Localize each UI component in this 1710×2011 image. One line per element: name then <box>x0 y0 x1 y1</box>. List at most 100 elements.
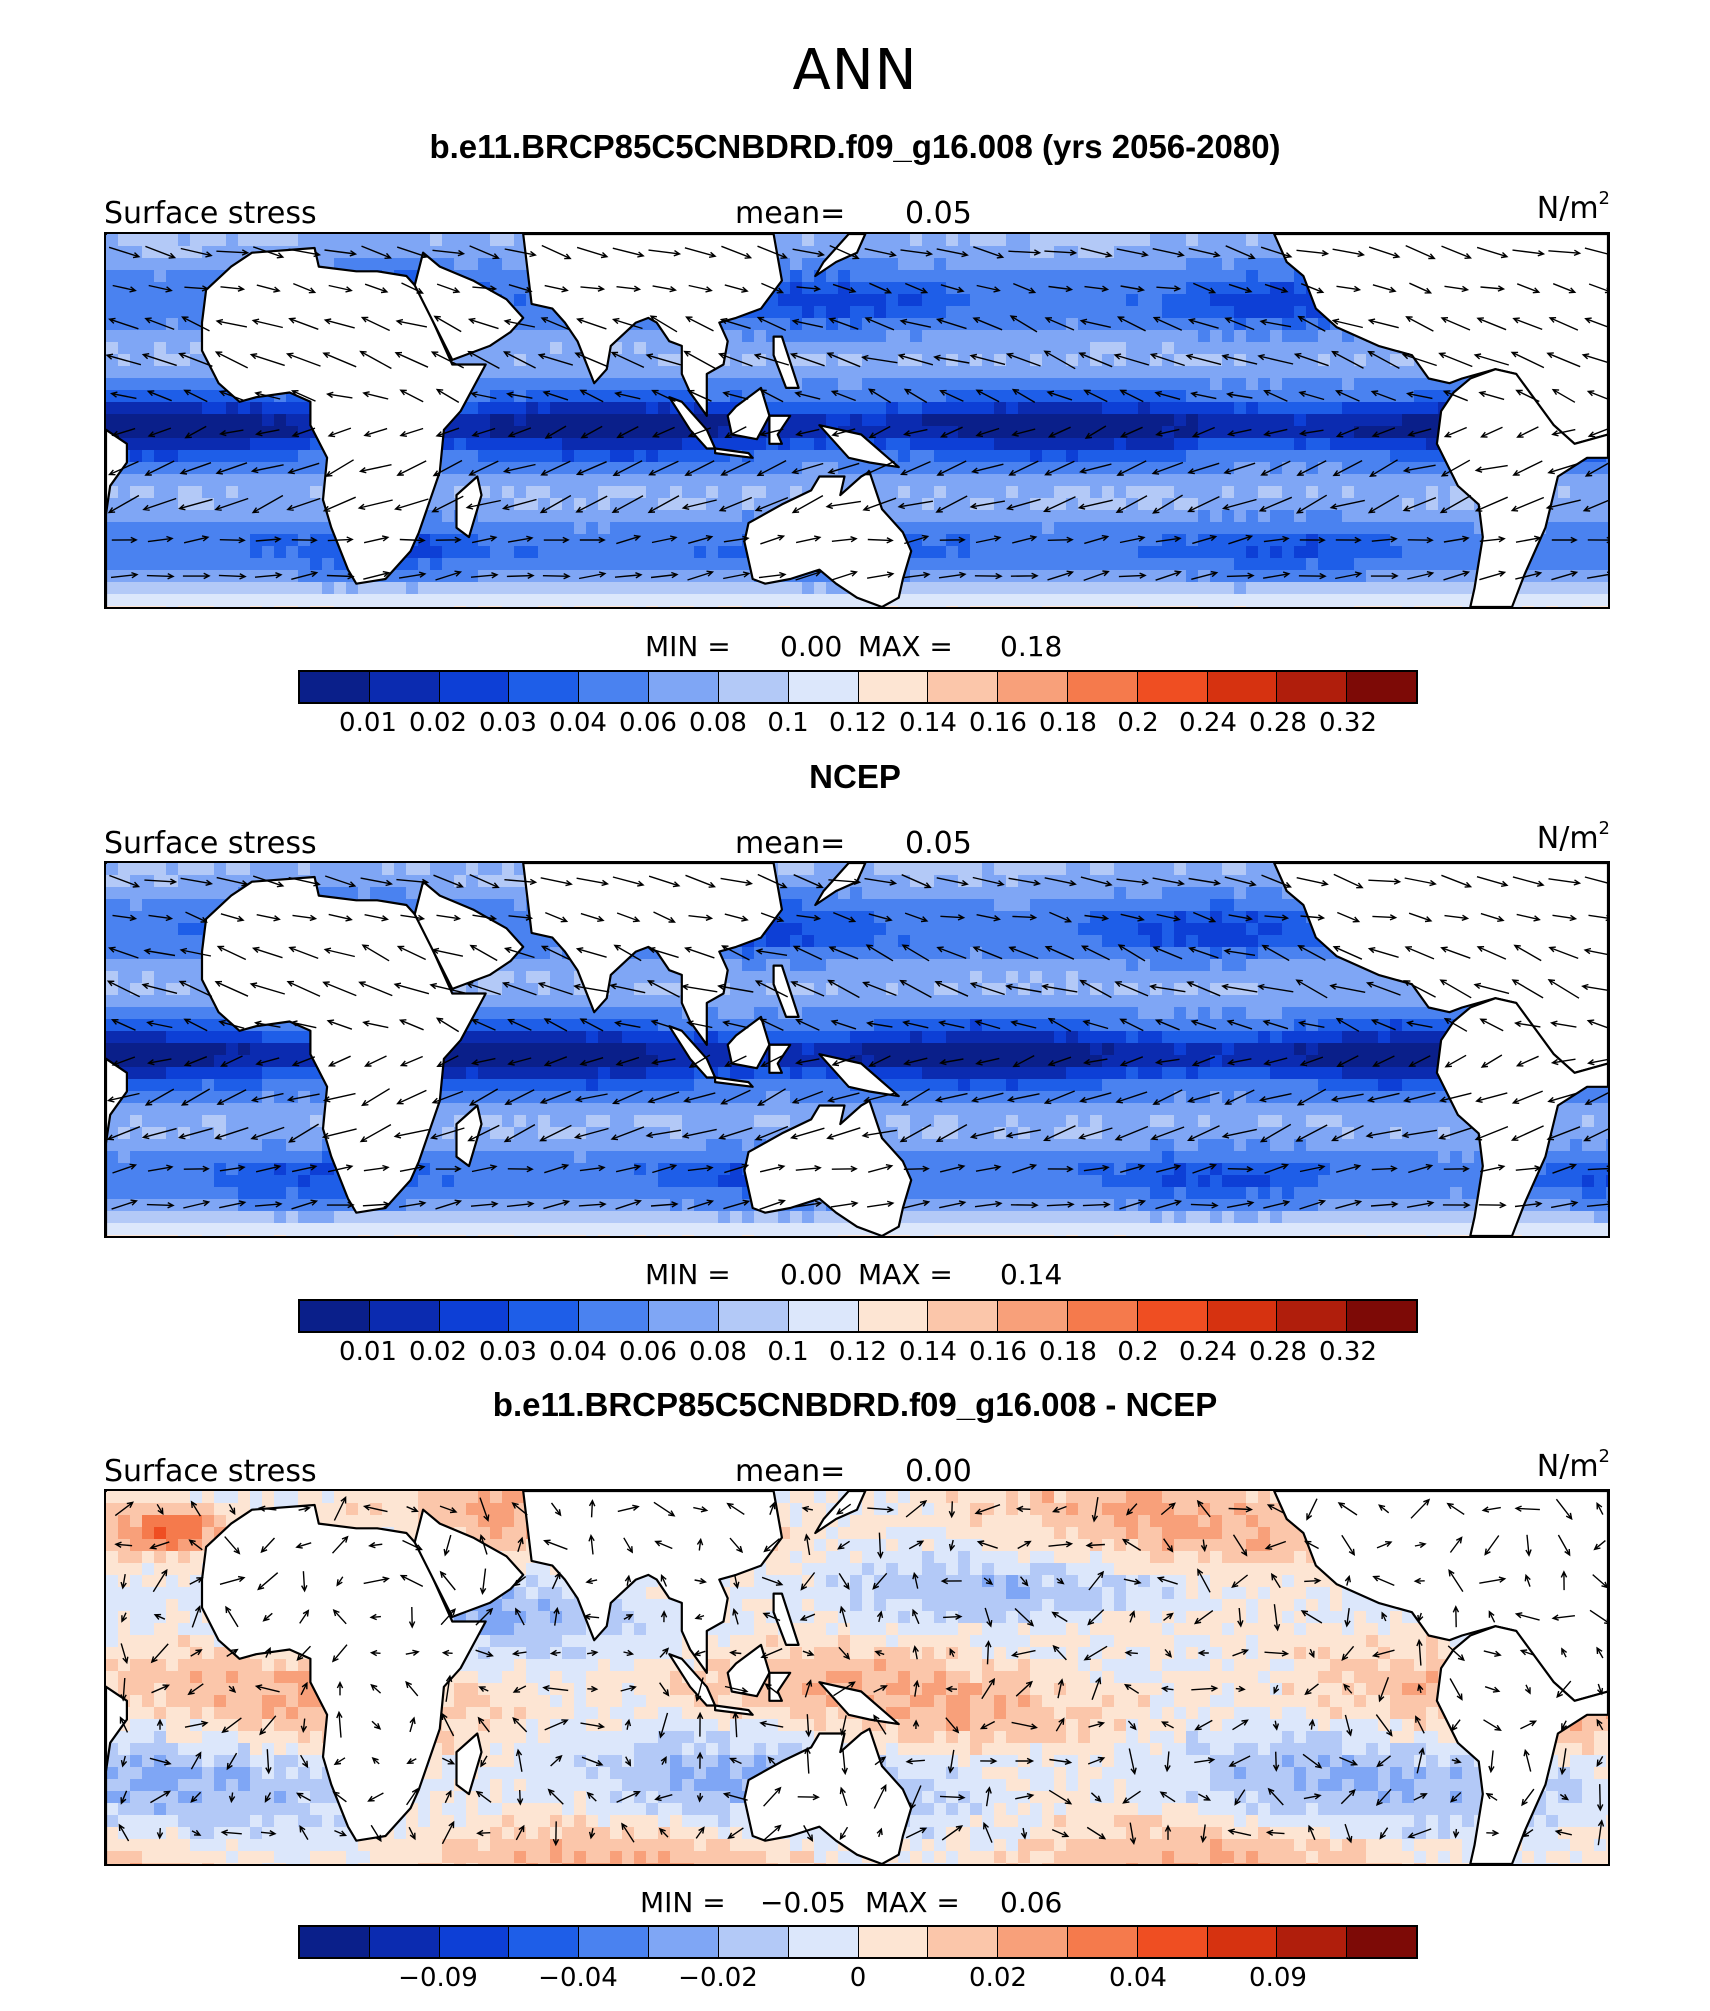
land-mask <box>106 863 1608 1236</box>
stress-vectors <box>114 1496 1608 1847</box>
colorbar-swatch <box>1277 1927 1348 1957</box>
panel-3-field-label: Surface stress <box>104 1454 317 1489</box>
panel-3-map <box>104 1489 1610 1866</box>
colorbar-swatch <box>649 1301 719 1331</box>
colorbar-tick-label: 0.14 <box>899 708 957 738</box>
colorbar-swatch <box>788 1927 859 1957</box>
colorbar-swatch <box>439 1301 510 1331</box>
colorbar-swatch <box>1347 1927 1416 1957</box>
panel-2-min-value: 0.00 <box>780 1258 843 1291</box>
colorbar-swatch <box>998 1301 1068 1331</box>
colorbar-swatch <box>579 1301 650 1331</box>
colorbar-tick-label: 0.28 <box>1249 1337 1307 1367</box>
panel-3-colorbar <box>298 1925 1418 1959</box>
panel-1-field-label: Surface stress <box>104 196 317 231</box>
panel-2-title: NCEP <box>809 758 901 795</box>
colorbar-swatch <box>718 1301 789 1331</box>
colorbar-swatch <box>718 672 789 702</box>
colorbar-tick-label: 0.12 <box>829 708 887 738</box>
colorbar-swatch <box>998 1927 1068 1957</box>
panel-1-max-value: 0.18 <box>1000 630 1063 663</box>
colorbar-swatch <box>579 1927 650 1957</box>
colorbar-swatch <box>788 672 859 702</box>
colorbar-tick-label: 0.04 <box>549 1337 607 1367</box>
colorbar-tick-label: 0.1 <box>767 1337 809 1367</box>
colorbar-swatch <box>1067 1301 1138 1331</box>
panel-2-min-label: MIN = <box>645 1258 731 1291</box>
colorbar-swatch <box>928 1927 999 1957</box>
colorbar-tick-label: 0.02 <box>409 708 467 738</box>
panel-3-min-label: MIN = <box>640 1886 726 1919</box>
colorbar-swatch <box>1277 1301 1348 1331</box>
panel-3-title: b.e11.BRCP85C5CNBDRD.f09_g16.008 - NCEP <box>492 1386 1218 1423</box>
colorbar-swatch <box>858 1301 929 1331</box>
colorbar-swatch <box>509 672 580 702</box>
panel-3-max-value: 0.06 <box>1000 1886 1063 1919</box>
panel-2-colorbar <box>298 1299 1418 1333</box>
colorbar-tick-label: 0.32 <box>1319 708 1377 738</box>
colorbar-swatch <box>718 1927 789 1957</box>
colorbar-swatch <box>509 1927 580 1957</box>
colorbar-swatch <box>300 1927 370 1957</box>
colorbar-swatch <box>1277 672 1348 702</box>
colorbar-swatch <box>509 1301 580 1331</box>
colorbar-swatch <box>300 672 370 702</box>
colorbar-swatch <box>1207 1301 1278 1331</box>
panel-3-mean-value: 0.00 <box>905 1454 972 1489</box>
panel-1-map <box>104 232 1610 609</box>
colorbar-swatch <box>998 672 1068 702</box>
colorbar-tick-label: 0.24 <box>1179 1337 1237 1367</box>
colorbar-swatch <box>300 1301 370 1331</box>
stress-vectors <box>106 244 1608 582</box>
panel-1-title: b.e11.BRCP85C5CNBDRD.f09_g16.008 (yrs 20… <box>429 128 1281 165</box>
panel-3-units: N/m2 <box>1536 1446 1610 1484</box>
colorbar-swatch <box>649 672 719 702</box>
colorbar-swatch <box>369 1927 440 1957</box>
panel-2-map <box>104 861 1610 1238</box>
colorbar-swatch <box>1347 1301 1416 1331</box>
stress-vectors <box>106 873 1608 1210</box>
colorbar-swatch <box>649 1927 719 1957</box>
panel-3-mean-label: mean= <box>735 1454 846 1489</box>
colorbar-tick-label: 0.01 <box>339 1337 397 1367</box>
colorbar-tick-label: −0.09 <box>398 1963 478 1993</box>
colorbar-tick-label: 0.18 <box>1039 1337 1097 1367</box>
panel-1-max-label: MAX = <box>858 630 953 663</box>
colorbar-swatch <box>928 1301 999 1331</box>
colorbar-swatch <box>1137 672 1208 702</box>
colorbar-swatch <box>858 1927 929 1957</box>
colorbar-swatch <box>579 672 650 702</box>
colorbar-swatch <box>439 672 510 702</box>
colorbar-tick-label: 0.16 <box>969 1337 1027 1367</box>
colorbar-swatch <box>1137 1927 1208 1957</box>
colorbar-tick-label: 0.04 <box>549 708 607 738</box>
panel-2-units: N/m2 <box>1536 818 1610 856</box>
panel-2-max-label: MAX = <box>858 1258 953 1291</box>
colorbar-tick-label: 0.14 <box>899 1337 957 1367</box>
colorbar-swatch <box>788 1301 859 1331</box>
colorbar-tick-label: 0.1 <box>767 708 809 738</box>
colorbar-swatch <box>1137 1301 1208 1331</box>
panel-1-mean-value: 0.05 <box>905 196 972 231</box>
colorbar-tick-label: 0.18 <box>1039 708 1097 738</box>
colorbar-swatch <box>369 672 440 702</box>
panel-1-mean-label: mean= <box>735 196 846 231</box>
colorbar-tick-label: 0.08 <box>689 708 747 738</box>
colorbar-swatch <box>369 1301 440 1331</box>
colorbar-tick-label: 0.24 <box>1179 708 1237 738</box>
colorbar-tick-label: −0.04 <box>538 1963 618 1993</box>
colorbar-tick-label: 0.09 <box>1249 1963 1307 1993</box>
colorbar-swatch <box>1347 672 1416 702</box>
colorbar-swatch <box>928 672 999 702</box>
colorbar-tick-label: 0.03 <box>479 1337 537 1367</box>
panel-3-max-label: MAX = <box>865 1886 960 1919</box>
colorbar-tick-label: 0.06 <box>619 1337 677 1367</box>
colorbar-tick-label: 0.16 <box>969 708 1027 738</box>
colorbar-tick-label: 0.08 <box>689 1337 747 1367</box>
colorbar-swatch <box>1067 672 1138 702</box>
colorbar-swatch <box>1067 1927 1138 1957</box>
figure-title: ANN <box>792 38 918 103</box>
colorbar-tick-label: 0.06 <box>619 708 677 738</box>
colorbar-tick-label: 0.02 <box>409 1337 467 1367</box>
colorbar-tick-label: 0.03 <box>479 708 537 738</box>
